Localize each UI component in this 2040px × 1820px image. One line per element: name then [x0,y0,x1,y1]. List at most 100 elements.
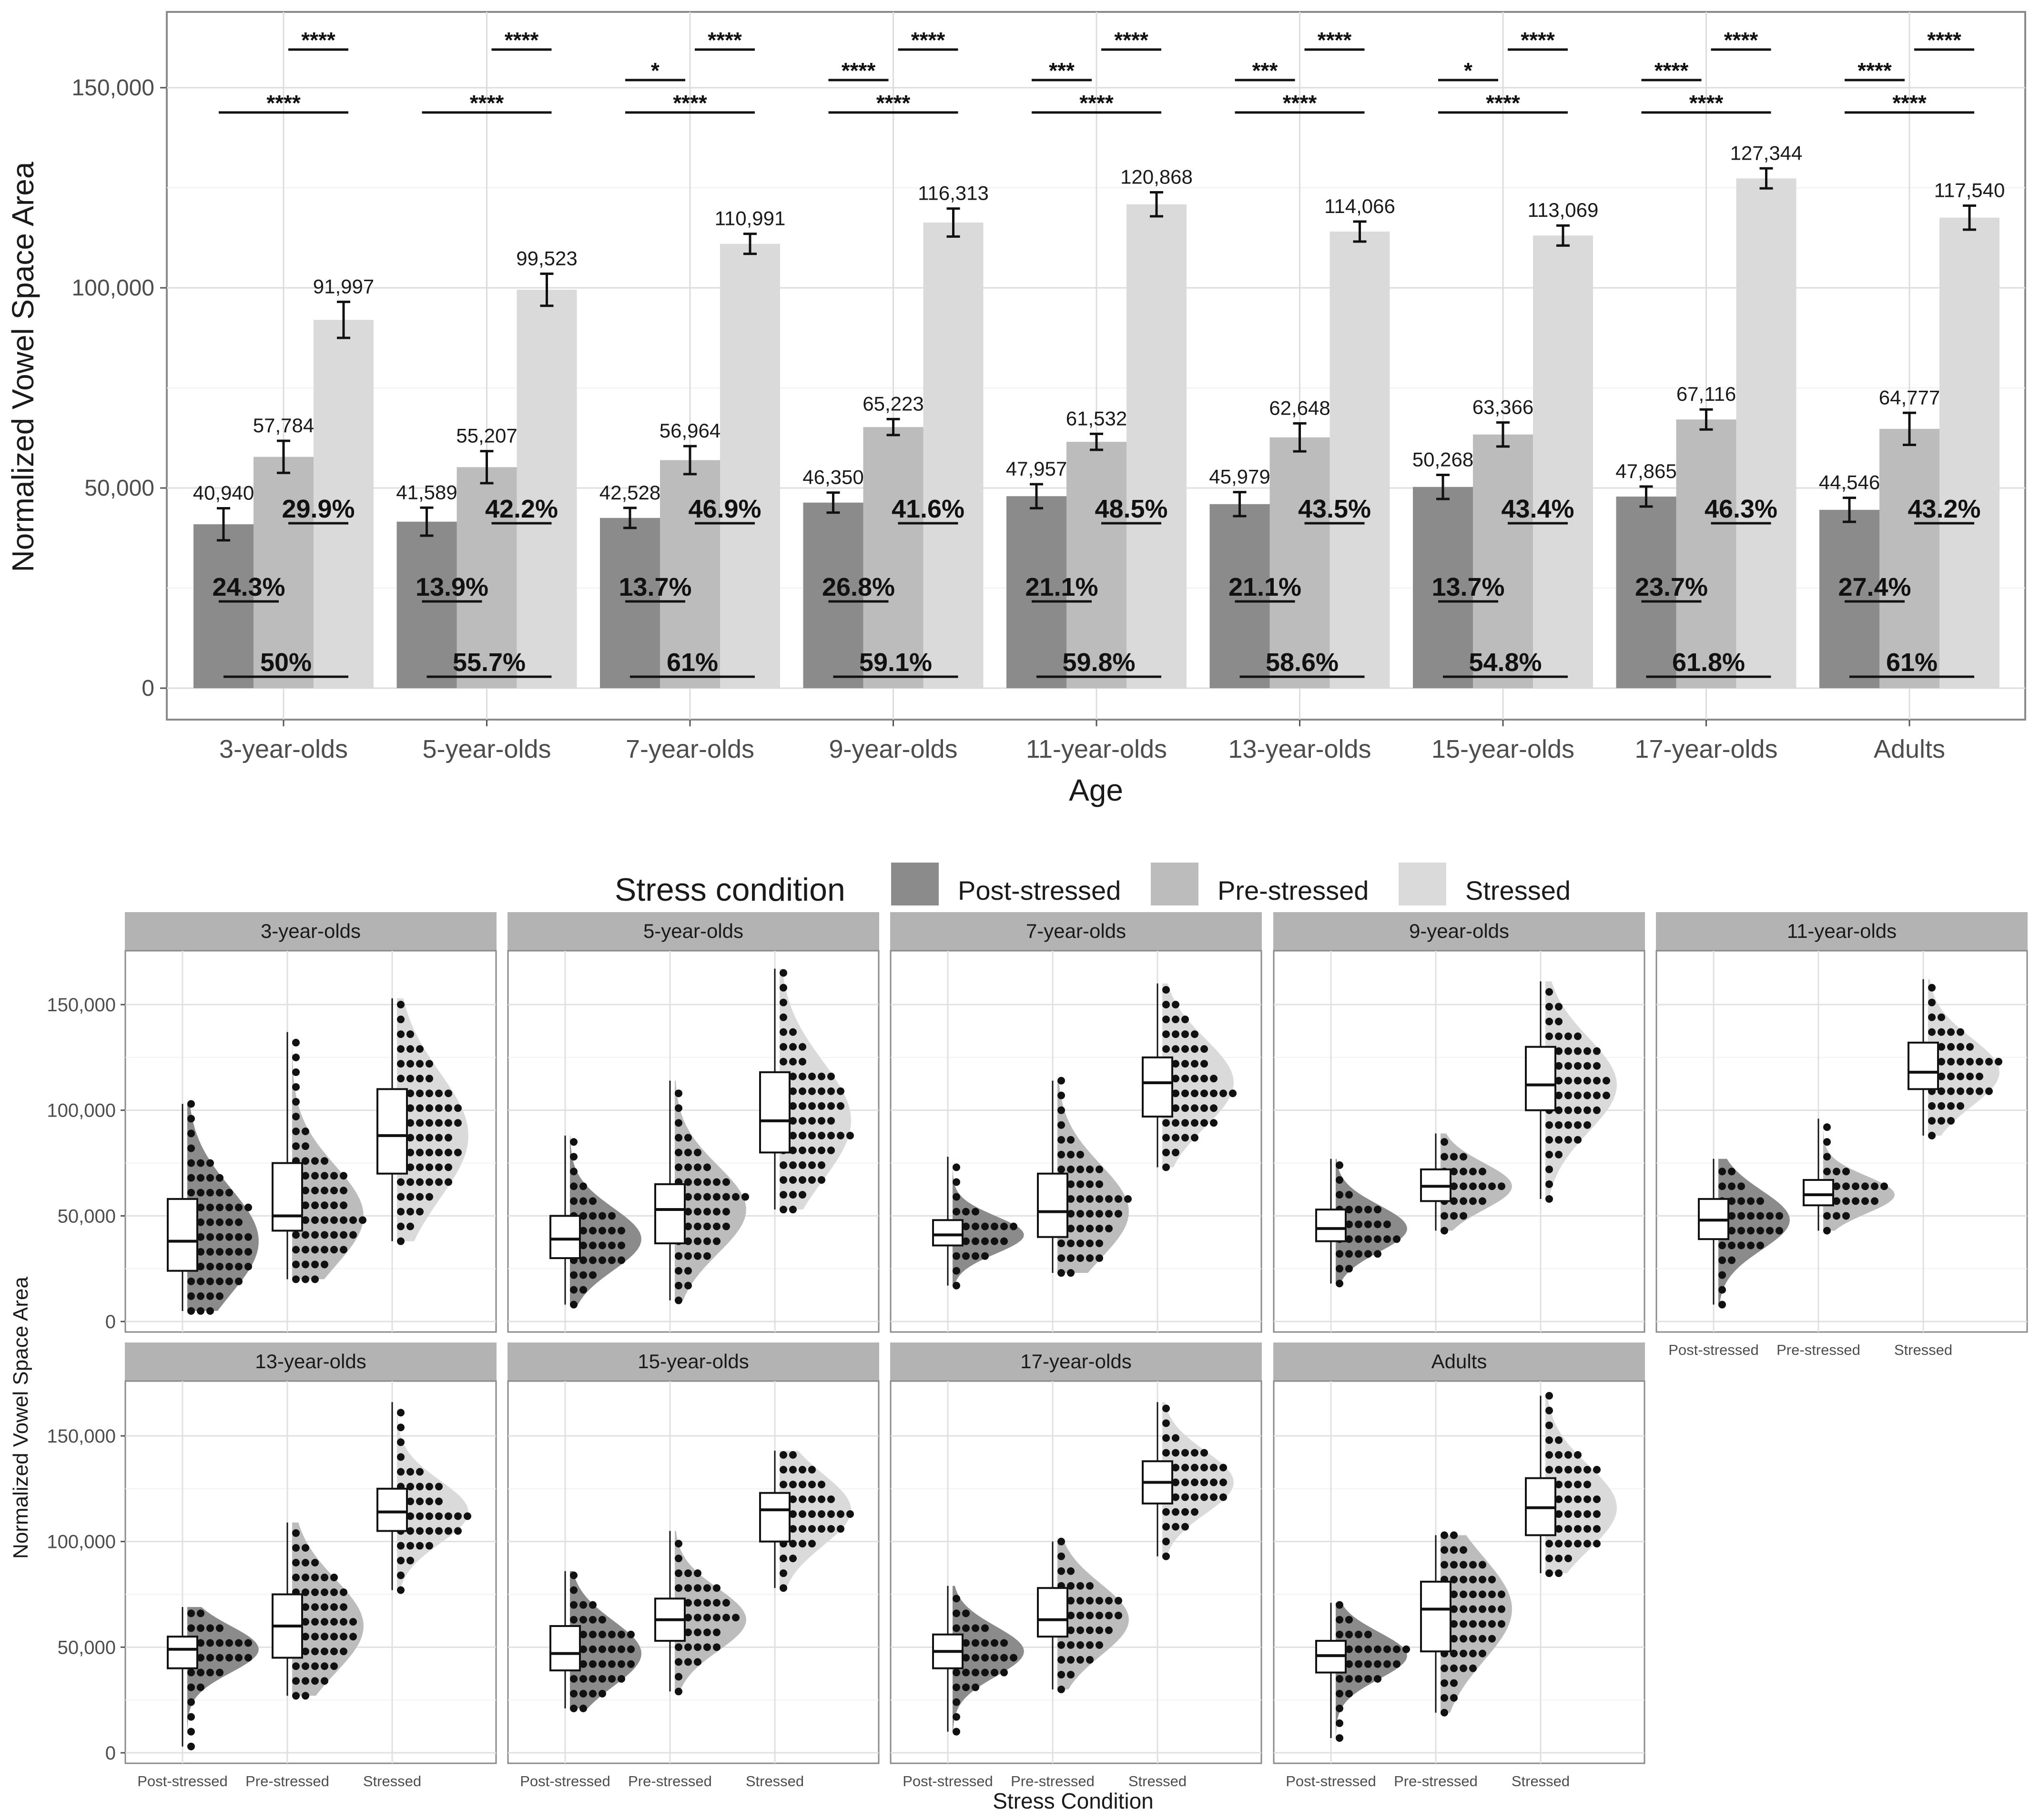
data-point [1076,1224,1084,1232]
data-point [1181,1493,1189,1501]
data-point [1200,1493,1208,1501]
data-point [1564,1136,1572,1144]
data-point [1162,1508,1170,1516]
data-point [1488,1635,1496,1643]
data-point [1086,1180,1094,1188]
facet-panel: 13-year-olds 0 50,000 100,000 150,000 Post-st… [47,1342,497,1789]
error-bar [1639,485,1653,508]
data-point [675,1584,682,1592]
data-point [741,1193,749,1201]
data-point [397,1586,405,1594]
data-point [1210,1464,1218,1472]
facet-strip [1656,912,2028,951]
facet-x-tick-label: Pre-stressed [1776,1342,1860,1358]
sig-pre-vs-stressed-label: **** [1114,28,1148,52]
data-point [216,1233,223,1241]
data-point [1057,1670,1065,1678]
data-point [197,1248,204,1256]
density-post-stressed [1336,1603,1407,1738]
data-point [1928,1013,1936,1021]
data-point [703,1178,711,1186]
data-point [1450,1197,1458,1205]
sig-post-vs-stressed-label: **** [1079,91,1114,115]
data-point [397,1409,405,1417]
data-point [1355,1645,1362,1653]
data-point [1823,1227,1831,1235]
data-point [397,1178,405,1186]
pct-post-vs-pre-label: 26.8% [822,573,895,601]
data-point [675,1540,682,1548]
data-point [302,1246,309,1254]
data-point [694,1628,701,1637]
data-point [1728,1168,1736,1176]
data-point [1976,1072,1983,1080]
data-point [1928,1117,1936,1125]
facet-panel: 5-year-olds [507,912,880,1333]
data-point [1583,1540,1591,1548]
data-point [397,1016,405,1024]
pct-post-vs-pre-label: 13.7% [1431,573,1504,601]
data-point [1067,1656,1075,1664]
data-point [197,1262,204,1271]
data-point [1469,1649,1477,1657]
data-point [1181,1030,1189,1038]
data-point [1105,1626,1113,1634]
bar-value-label: 55,207 [456,425,517,447]
data-point [570,1138,578,1146]
data-point [627,1660,635,1668]
data-point [618,1645,625,1653]
data-point [981,1624,989,1632]
data-point [1172,1075,1179,1083]
data-point [589,1601,597,1609]
data-point [292,1053,300,1061]
data-point [292,1544,300,1552]
data-point [684,1134,692,1142]
data-point [1076,1210,1084,1218]
data-point [570,1271,578,1279]
data-point [694,1178,701,1186]
data-point [1545,1180,1553,1188]
data-point [675,1163,682,1171]
data-point [1479,1561,1486,1569]
data-point [1096,1626,1103,1634]
facet-x-tick-label: Post-stressed [1668,1342,1759,1358]
data-point [799,1510,806,1518]
sig-pre-vs-stressed-label: **** [911,28,945,52]
data-point [827,1117,835,1125]
data-point [675,1281,682,1290]
data-point [1383,1660,1391,1668]
data-point [1583,1091,1591,1099]
data-point [1210,1478,1218,1486]
data-point [197,1668,204,1677]
data-point [1574,1032,1582,1040]
facet-strip-label: Adults [1431,1350,1487,1373]
sig-post-vs-stressed-label: **** [673,91,707,115]
data-point [1555,1047,1563,1055]
data-point [579,1616,587,1624]
data-point [1210,1493,1218,1501]
data-point [445,1163,452,1171]
sig-post-vs-stressed-label: **** [470,91,504,115]
data-point [589,1271,597,1279]
data-point [703,1599,711,1607]
data-point [1057,1239,1065,1247]
data-point [1833,1212,1840,1220]
data-point [694,1208,701,1216]
data-point [1938,1102,1945,1110]
data-point [1469,1605,1477,1613]
data-point [818,1146,825,1154]
data-point [789,1087,797,1095]
data-point [187,1728,195,1736]
data-point [675,1134,682,1142]
data-point [1181,1508,1189,1516]
facet-strip-label: 13-year-olds [255,1350,366,1373]
data-point [1593,1106,1601,1114]
facet-panel: 17-year-olds Post-stressed Pre-stressed Str… [890,1342,1262,1789]
pct-pre-vs-stressed-label: 43.4% [1501,495,1574,523]
data-point [1555,1150,1563,1159]
data-point [962,1237,970,1245]
data-point [321,1603,328,1611]
data-point [1852,1197,1859,1205]
bar-x-axis-ticks: 3-year-olds 5-year-olds 7-year-olds 9-year-… [219,720,1945,763]
data-point [608,1227,616,1235]
